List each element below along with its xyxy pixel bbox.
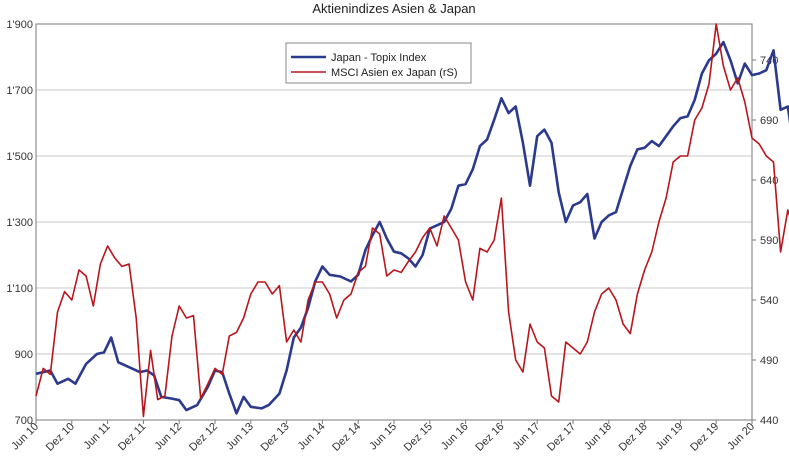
x-tick-label: Jun 12 [152, 421, 184, 453]
legend-label-msci: MSCI Asien ex Japan (rS) [331, 67, 458, 79]
x-tick-label: Dez 16 [473, 421, 506, 454]
x-tick-label: Jun 18 [582, 421, 614, 453]
y-right-tick-label: 640 [760, 175, 778, 187]
x-tick-label: Dez 13 [259, 421, 292, 454]
left-axis: 700 900 1'100 1'300 1'500 1'700 1'900 [6, 19, 33, 427]
x-tick-label: Dez 11 [116, 421, 149, 454]
x-tick-label: Dez 19 [688, 421, 721, 454]
y-right-tick-label: 690 [760, 115, 778, 127]
y-left-tick-label: 1'100 [6, 283, 33, 295]
y-right-tick-label: 440 [760, 415, 778, 427]
x-tick-label: Jun 17 [510, 421, 542, 453]
series-layer [35, 23, 789, 418]
x-tick-label: Dez 18 [617, 421, 650, 454]
y-right-tick-label: 590 [760, 235, 778, 247]
x-tick-label: Jun 15 [367, 421, 399, 453]
y-right-tick-label: 540 [760, 295, 778, 307]
legend-box [285, 42, 472, 84]
y-left-tick-label: 1'900 [6, 19, 33, 31]
x-tick-label: Jun 16 [439, 421, 471, 453]
x-tick-label: Jun 20 [725, 421, 757, 453]
x-tick-label: Dez 15 [402, 421, 435, 454]
chart-title: Aktienindizes Asien & Japan [312, 1, 475, 16]
series-line-topix [35, 40, 789, 415]
x-tick-label: Jun 14 [296, 421, 328, 453]
y-left-tick-label: 1'700 [6, 85, 33, 97]
y-right-tick-label: 490 [760, 355, 778, 367]
x-axis: Jun 10 Dez 10 Jun 11 Dez 11 Jun 12 Dez 12 Jun … [9, 420, 757, 454]
y-left-tick-label: 900 [15, 349, 33, 361]
x-tick-label: Dez 17 [545, 421, 578, 454]
y-left-tick-label: 1'500 [6, 151, 33, 163]
x-tick-label: Dez 10 [44, 421, 77, 454]
y-left-tick-label: 1'300 [6, 217, 33, 229]
legend: Japan - Topix Index MSCI Asien ex Japan … [285, 42, 472, 84]
x-tick-label: Dez 14 [330, 421, 363, 454]
legend-label-topix: Japan - Topix Index [331, 52, 427, 64]
x-tick-label: Jun 13 [224, 421, 256, 453]
x-tick-label: Jun 11 [81, 421, 112, 452]
x-tick-label: Dez 12 [187, 421, 220, 454]
y-left-tick-label: 700 [15, 415, 33, 427]
x-tick-label: Jun 19 [654, 421, 686, 453]
series-line-msci [35, 23, 789, 418]
